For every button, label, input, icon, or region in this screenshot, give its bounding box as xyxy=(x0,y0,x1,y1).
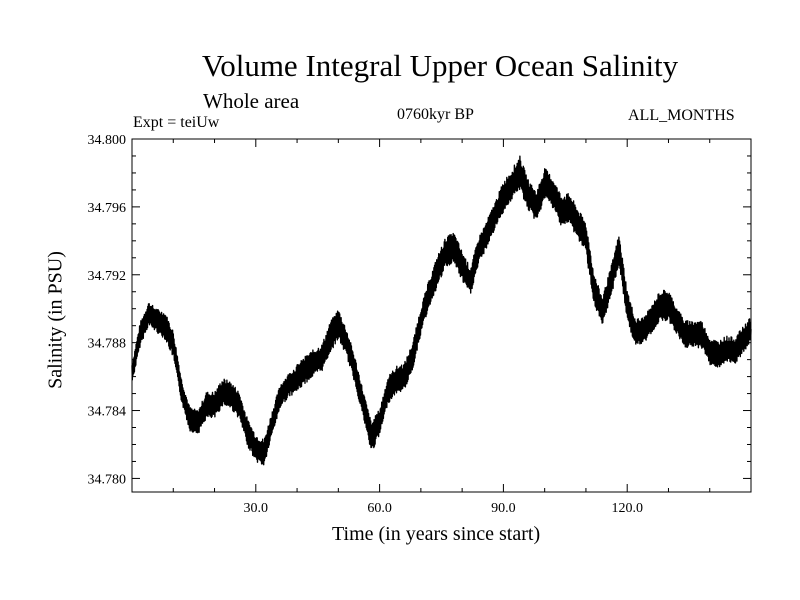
plot-frame xyxy=(131,138,752,493)
experiment-label: Expt = teiUw xyxy=(133,114,220,131)
series-layer xyxy=(131,155,752,466)
y-tick-label: 34.780 xyxy=(88,472,127,487)
salinity-series-line xyxy=(131,155,752,466)
y-tick-label: 34.800 xyxy=(88,133,127,148)
chart-title: Volume Integral Upper Ocean Salinity xyxy=(201,48,679,83)
y-tick-label: 34.788 xyxy=(88,337,127,352)
y-tick-label: 34.796 xyxy=(88,201,127,216)
x-tick-label: 30.0 xyxy=(244,501,269,516)
period-label: 0760kyr BP xyxy=(397,106,474,123)
y-axis: 34.780 34.784 34.788 34.792 34.796 34.800 xyxy=(88,133,751,487)
x-axis: 30.0 60.0 90.0 120.0 xyxy=(172,139,711,516)
chart-subtitle: Whole area xyxy=(203,89,300,113)
x-axis-label: Time (in years since start) xyxy=(332,523,541,545)
y-tick-label: 34.784 xyxy=(88,405,127,420)
x-tick-label: 60.0 xyxy=(367,501,392,516)
x-tick-label: 90.0 xyxy=(491,501,516,516)
months-label: ALL_MONTHS xyxy=(628,107,735,124)
y-tick-label: 34.792 xyxy=(88,269,127,284)
x-tick-label: 120.0 xyxy=(611,501,643,516)
